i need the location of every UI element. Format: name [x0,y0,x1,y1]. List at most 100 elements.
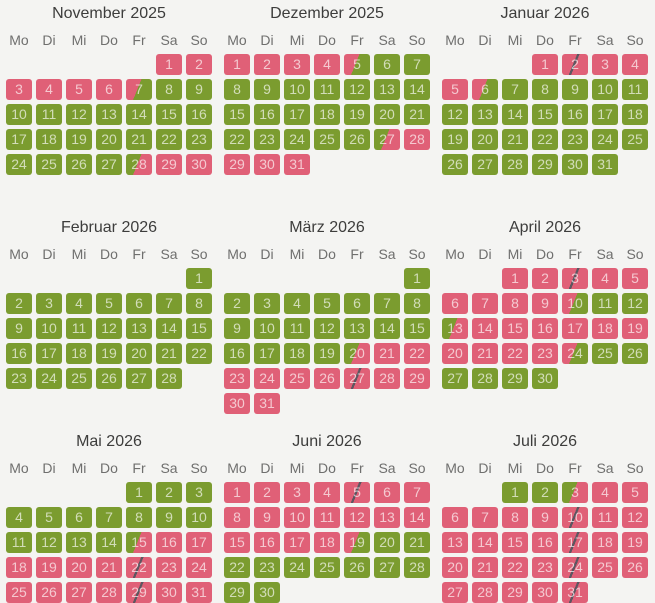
day-cell[interactable]: 23 [224,368,250,389]
day-cell[interactable]: 30 [254,582,280,603]
day-cell[interactable]: 2 [224,293,250,314]
day-cell[interactable]: 5 [36,507,62,528]
day-cell[interactable]: 27 [442,368,468,389]
day-cell[interactable]: 8 [404,293,430,314]
day-cell[interactable]: 8 [224,79,250,100]
day-cell[interactable]: 17 [592,104,618,125]
day-cell[interactable]: 24 [284,557,310,578]
day-cell[interactable]: 13 [96,104,122,125]
day-cell[interactable]: 14 [374,318,400,339]
day-cell[interactable]: 13 [66,532,92,553]
day-cell[interactable]: 19 [314,343,340,364]
day-cell[interactable]: 30 [224,393,250,414]
day-cell[interactable]: 10 [284,79,310,100]
day-cell[interactable]: 5 [622,268,648,289]
day-cell[interactable]: 22 [532,129,558,150]
day-cell[interactable]: 17 [562,318,588,339]
day-cell[interactable]: 14 [126,104,152,125]
day-cell[interactable]: 1 [126,482,152,503]
day-cell[interactable]: 10 [36,318,62,339]
day-cell[interactable]: 24 [592,129,618,150]
day-cell[interactable]: 1 [404,268,430,289]
day-cell[interactable]: 20 [344,343,370,364]
day-cell[interactable]: 18 [592,532,618,553]
day-cell[interactable]: 27 [472,154,498,175]
day-cell[interactable]: 10 [254,318,280,339]
day-cell[interactable]: 8 [224,507,250,528]
day-cell[interactable]: 20 [442,557,468,578]
day-cell[interactable]: 27 [374,129,400,150]
day-cell[interactable]: 28 [502,154,528,175]
day-cell[interactable]: 20 [472,129,498,150]
day-cell[interactable]: 24 [36,368,62,389]
day-cell[interactable]: 9 [186,79,212,100]
day-cell[interactable]: 11 [592,507,618,528]
day-cell[interactable]: 12 [36,532,62,553]
day-cell[interactable]: 27 [374,557,400,578]
day-cell[interactable]: 11 [284,318,310,339]
day-cell[interactable]: 5 [344,54,370,75]
day-cell[interactable]: 30 [532,368,558,389]
day-cell[interactable]: 16 [254,104,280,125]
day-cell[interactable]: 23 [532,343,558,364]
day-cell[interactable]: 30 [532,582,558,603]
day-cell[interactable]: 21 [126,129,152,150]
day-cell[interactable]: 7 [156,293,182,314]
day-cell[interactable]: 9 [156,507,182,528]
day-cell[interactable]: 4 [314,482,340,503]
day-cell[interactable]: 9 [562,79,588,100]
day-cell[interactable]: 29 [224,582,250,603]
day-cell[interactable]: 3 [186,482,212,503]
day-cell[interactable]: 15 [502,318,528,339]
day-cell[interactable]: 17 [284,532,310,553]
day-cell[interactable]: 8 [502,293,528,314]
day-cell[interactable]: 15 [186,318,212,339]
day-cell[interactable]: 22 [224,557,250,578]
day-cell[interactable]: 29 [404,368,430,389]
day-cell[interactable]: 30 [254,154,280,175]
day-cell[interactable]: 4 [592,268,618,289]
day-cell[interactable]: 8 [156,79,182,100]
day-cell[interactable]: 1 [224,54,250,75]
day-cell[interactable]: 13 [374,79,400,100]
day-cell[interactable]: 5 [66,79,92,100]
day-cell[interactable]: 13 [344,318,370,339]
day-cell[interactable]: 2 [532,268,558,289]
day-cell[interactable]: 1 [156,54,182,75]
day-cell[interactable]: 12 [66,104,92,125]
day-cell[interactable]: 8 [126,507,152,528]
day-cell[interactable]: 19 [442,129,468,150]
day-cell[interactable]: 16 [532,318,558,339]
day-cell[interactable]: 4 [36,79,62,100]
day-cell[interactable]: 18 [6,557,32,578]
day-cell[interactable]: 15 [502,532,528,553]
day-cell[interactable]: 24 [6,154,32,175]
day-cell[interactable]: 6 [442,507,468,528]
day-cell[interactable]: 6 [96,79,122,100]
day-cell[interactable]: 3 [36,293,62,314]
day-cell[interactable]: 25 [622,129,648,150]
day-cell[interactable]: 30 [156,582,182,603]
day-cell[interactable]: 18 [36,129,62,150]
day-cell[interactable]: 5 [442,79,468,100]
day-cell[interactable]: 23 [186,129,212,150]
day-cell[interactable]: 23 [254,557,280,578]
day-cell[interactable]: 12 [622,507,648,528]
day-cell[interactable]: 22 [404,343,430,364]
day-cell[interactable]: 8 [186,293,212,314]
day-cell[interactable]: 9 [532,507,558,528]
day-cell[interactable]: 12 [314,318,340,339]
day-cell[interactable]: 8 [532,79,558,100]
day-cell[interactable]: 13 [374,507,400,528]
day-cell[interactable]: 29 [156,154,182,175]
day-cell[interactable]: 19 [622,532,648,553]
day-cell[interactable]: 3 [6,79,32,100]
day-cell[interactable]: 7 [404,54,430,75]
day-cell[interactable]: 19 [66,129,92,150]
day-cell[interactable]: 11 [66,318,92,339]
day-cell[interactable]: 17 [6,129,32,150]
day-cell[interactable]: 6 [344,293,370,314]
day-cell[interactable]: 3 [592,54,618,75]
day-cell[interactable]: 15 [156,104,182,125]
day-cell[interactable]: 24 [562,557,588,578]
